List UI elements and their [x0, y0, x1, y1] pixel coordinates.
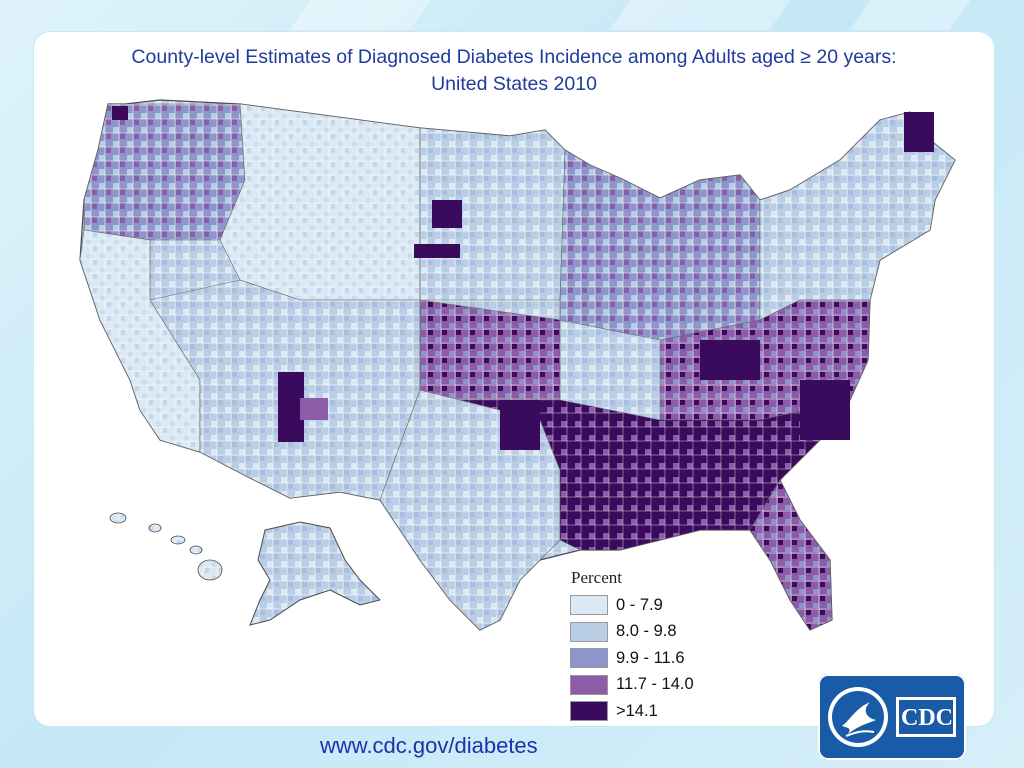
legend-label: 0 - 7.9 — [616, 595, 663, 614]
legend-item: 0 - 7.9 — [570, 592, 694, 619]
legend-label: 8.0 - 9.8 — [616, 622, 677, 641]
legend-swatch — [570, 648, 608, 669]
legend-swatch — [570, 674, 608, 695]
us-county-map — [79, 99, 956, 631]
legend-heading: Percent — [571, 568, 622, 587]
legend-label: >14.1 — [616, 701, 658, 720]
cdc-logo: CDC — [818, 674, 966, 760]
slide-title: County-level Estimates of Diagnosed Diab… — [34, 44, 994, 98]
region-hawaii — [109, 512, 223, 581]
legend-item: 8.0 - 9.8 — [570, 619, 694, 646]
hotspot-kentucky — [700, 340, 760, 380]
legend-label: 11.7 - 14.0 — [616, 675, 694, 694]
legend-item: 11.7 - 14.0 — [570, 672, 694, 699]
legend-label: 9.9 - 11.6 — [616, 648, 685, 667]
cdc-logo-text: CDC — [901, 705, 953, 731]
legend-item: 9.9 - 11.6 — [570, 645, 694, 672]
hhs-eagle-icon — [828, 687, 956, 747]
legend-items: 0 - 7.9 8.0 - 9.8 9.9 - 11.6 11.7 - 14.0 >14… — [570, 592, 694, 725]
hotspot-arizona-nm-2 — [300, 398, 328, 420]
region-california — [79, 229, 201, 453]
region-florida — [749, 479, 833, 631]
background-stripe — [609, 0, 791, 30]
region-pacific-northwest — [83, 103, 246, 241]
hotspot-south-dakota-2 — [414, 244, 460, 258]
background-stripe — [289, 0, 431, 30]
cdc-diabetes-link[interactable]: www.cdc.gov/diabetes — [320, 733, 538, 758]
region-midwest — [559, 149, 761, 341]
map-legend: Percent 0 - 7.9 8.0 - 9.8 9.9 - 11.6 11.7 -… — [570, 568, 694, 725]
region-mountain-west — [219, 103, 421, 301]
legend-swatch — [570, 595, 608, 616]
hotspot-carolinas — [800, 380, 850, 440]
region-alaska — [249, 521, 381, 626]
background-stripe — [849, 0, 971, 30]
hotspot-oklahoma — [500, 400, 540, 450]
title-line-2: United States 2010 — [431, 73, 597, 95]
legend-swatch — [570, 621, 608, 642]
title-line-1: County-level Estimates of Diagnosed Diab… — [131, 46, 897, 68]
legend-item: >14.1 — [570, 698, 694, 725]
legend-swatch — [570, 701, 608, 722]
hotspot-maine — [904, 112, 934, 152]
hotspot-washington — [112, 106, 128, 120]
hotspot-south-dakota — [432, 200, 462, 228]
hotspot-arizona-nm — [278, 372, 304, 442]
